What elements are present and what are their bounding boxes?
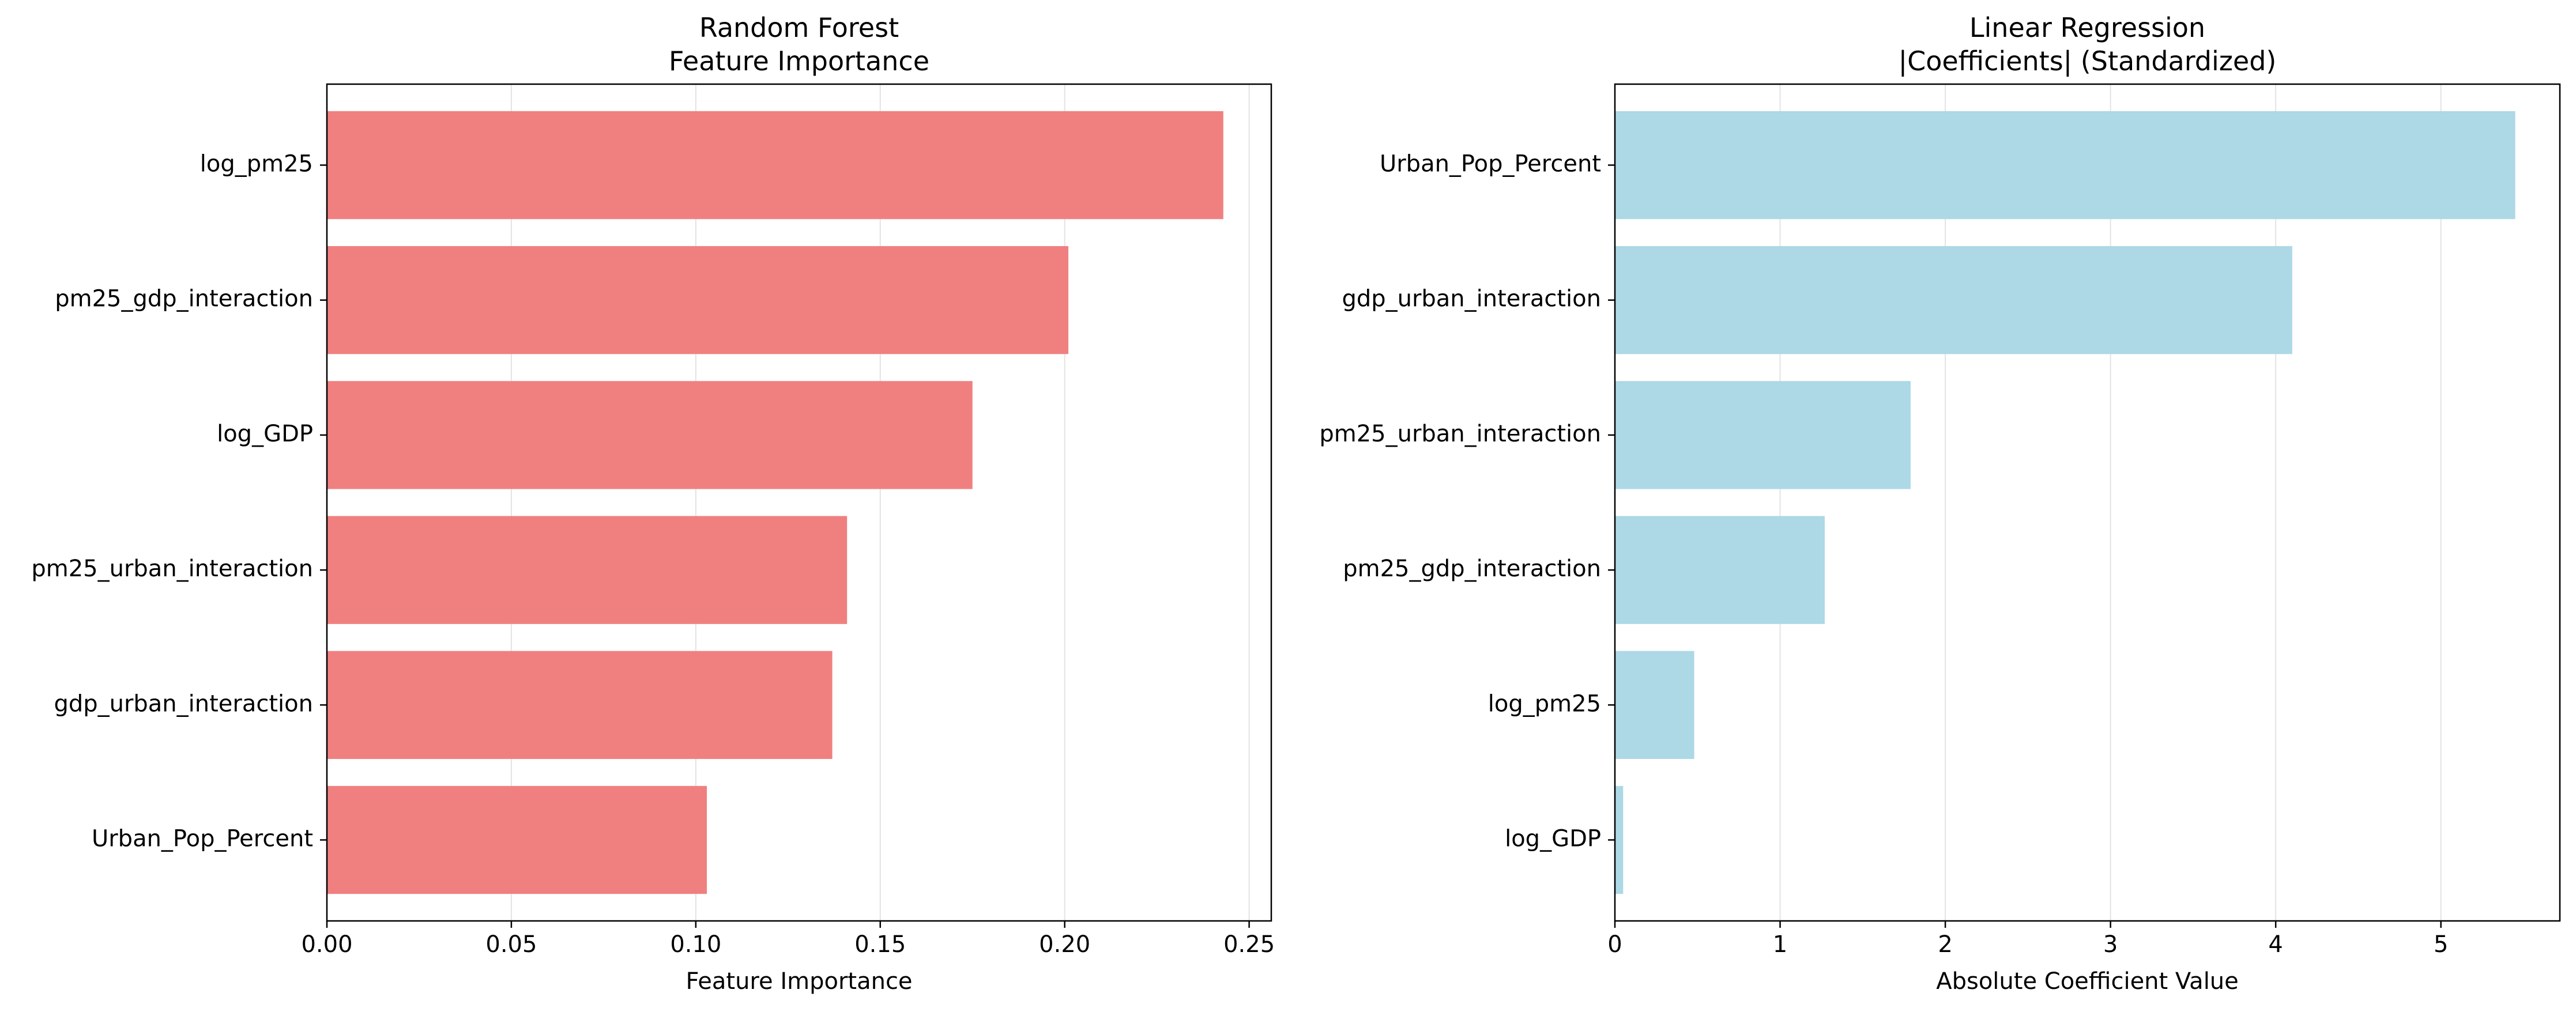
chart-2-axes-frame	[1614, 83, 2561, 922]
chart-1-title-line-2: Feature Importance	[669, 46, 929, 77]
chart-1-bar-4	[327, 516, 848, 624]
chart-2-xtick-label-4: 4	[2268, 931, 2283, 958]
chart-1-category-label-5: gdp_urban_interaction	[54, 690, 313, 717]
chart-2-bar-3	[1615, 381, 1911, 489]
chart-1-xtick-label-3: 0.15	[854, 931, 906, 958]
chart-1-category-label-2: pm25_gdp_interaction	[55, 286, 313, 312]
chart-2-xlabel: Absolute Coefficient Value	[1936, 968, 2239, 995]
chart-1-category-label-4: pm25_urban_interaction	[31, 556, 313, 582]
chart-2-bar-4	[1615, 516, 1825, 624]
chart-2-category-label-5: log_pm25	[1488, 690, 1601, 717]
chart-2-category-label-3: pm25_urban_interaction	[1319, 421, 1601, 447]
chart-2-title-line-1: Linear Regression	[1969, 12, 2205, 43]
chart-2-title-line-2: |Coefficients| (Standardized)	[1899, 46, 2277, 77]
chart-2-category-label-2: gdp_urban_interaction	[1342, 286, 1601, 312]
chart-1-bar-3	[327, 381, 973, 489]
chart-1-bar-5	[327, 651, 833, 759]
chart-2-xtick-label-1: 1	[1773, 931, 1787, 958]
chart-1-xtick-label-5: 0.25	[1223, 931, 1275, 958]
chart-1-category-label-6: Urban_Pop_Percent	[92, 825, 313, 852]
chart-2-category-label-4: pm25_gdp_interaction	[1343, 556, 1601, 582]
chart-1-xtick-label-4: 0.20	[1039, 931, 1090, 958]
chart-1-xtick-label-1: 0.05	[485, 931, 537, 958]
chart-1-category-label-3: log_GDP	[217, 421, 313, 447]
chart-1-xlabel: Feature Importance	[686, 968, 912, 995]
chart-2-bar-6	[1615, 785, 1624, 894]
chart-2-bar-1	[1615, 111, 2515, 220]
chart-1-bar-2	[327, 246, 1069, 354]
chart-1-xtick-label-0: 0.00	[301, 931, 352, 958]
chart-2-bar-5	[1615, 651, 1694, 759]
chart-2-category-label-6: log_GDP	[1505, 825, 1601, 852]
chart-2-xtick-label-5: 5	[2434, 931, 2448, 958]
chart-1-category-label-1: log_pm25	[200, 151, 313, 177]
chart-2-category-label-1: Urban_Pop_Percent	[1380, 151, 1601, 177]
chart-1-title-line-1: Random Forest	[699, 12, 899, 43]
chart-2-bar-2	[1615, 246, 2292, 354]
chart-1-bar-1	[327, 111, 1223, 220]
chart-2-xtick-label-0: 0	[1607, 931, 1622, 958]
chart-2-xtick-label-3: 3	[2103, 931, 2118, 958]
chart-2-xtick-label-2: 2	[1938, 931, 1952, 958]
chart-1-bar-6	[327, 785, 707, 894]
chart-1-xtick-label-2: 0.10	[670, 931, 721, 958]
chart-1-axes-frame	[326, 83, 1272, 922]
